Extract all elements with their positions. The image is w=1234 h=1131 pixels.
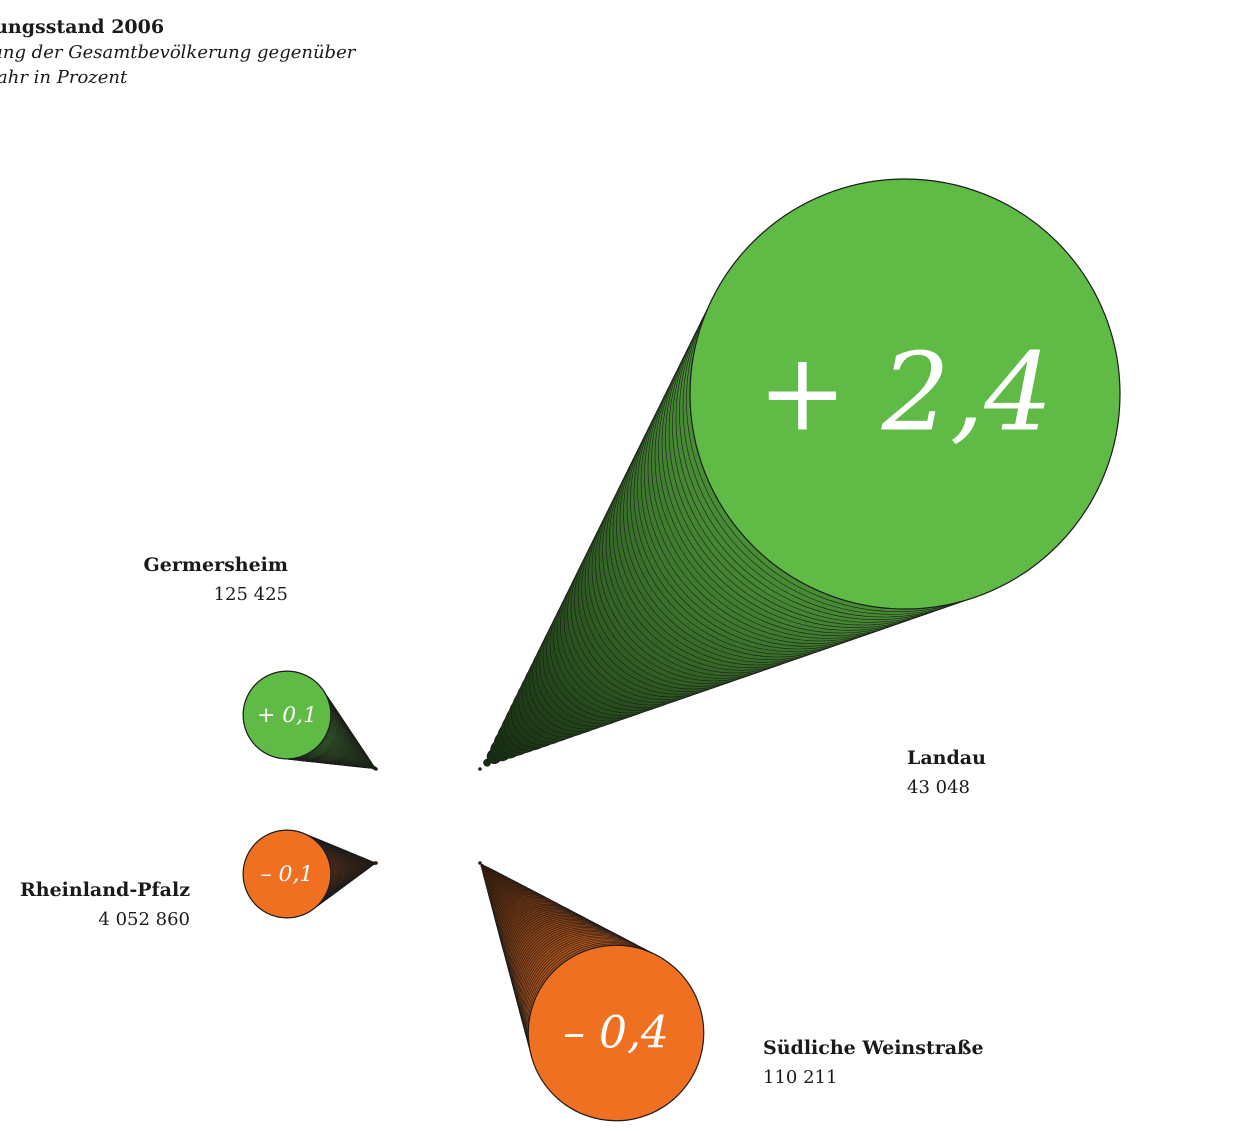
label-germersheim: Germersheim 125 425 (100, 550, 288, 610)
bubble-0: + 2,4 (478, 178, 1121, 771)
label-rheinland-pfalz-name: Rheinland-Pfalz (19, 879, 190, 901)
bubble-trail-3-0 (478, 861, 482, 865)
label-suedliche-weinstrasse-name: Südliche Weinstraße (763, 1037, 984, 1059)
bubble-3: – 0,4 (478, 861, 705, 1122)
label-rheinland-pfalz-population: 4 052 860 (98, 909, 190, 930)
label-germersheim-name: Germersheim (143, 554, 288, 576)
bubble-value-label-1: + 0,1 (257, 703, 317, 728)
label-suedliche-weinstrasse-population: 110 211 (763, 1067, 838, 1088)
label-germersheim-population: 125 425 (213, 584, 288, 605)
bubble-value-label-0: + 2,4 (757, 330, 1052, 455)
chart-title: erungsstand 2006 (0, 16, 165, 38)
bubble-circle-0 (689, 178, 1121, 610)
bubble-2: – 0,1 (242, 829, 378, 919)
chart-subtitle-line-1: erung der Gesamtbevölkerung gegenüber (0, 42, 356, 63)
bubble-trail-0-0 (478, 767, 482, 771)
label-landau: Landau 43 048 (907, 743, 986, 803)
bubble-circle-1 (242, 670, 332, 760)
bubble-circle-2 (242, 829, 332, 919)
bubble-circle-3 (527, 944, 705, 1122)
chart-header: erungsstand 2006 erung der Gesamtbevölke… (0, 14, 355, 90)
bubble-value-label-2: – 0,1 (261, 862, 314, 887)
bubble-1: + 0,1 (242, 670, 378, 771)
chart-subtitle-line-2: orjahr in Prozent (0, 67, 128, 88)
bubble-value-label-3: – 0,4 (563, 1007, 669, 1058)
label-suedliche-weinstrasse: Südliche Weinstraße 110 211 (763, 1033, 984, 1093)
label-landau-population: 43 048 (907, 777, 970, 798)
label-rheinland-pfalz: Rheinland-Pfalz 4 052 860 (0, 875, 190, 935)
label-landau-name: Landau (907, 747, 986, 769)
